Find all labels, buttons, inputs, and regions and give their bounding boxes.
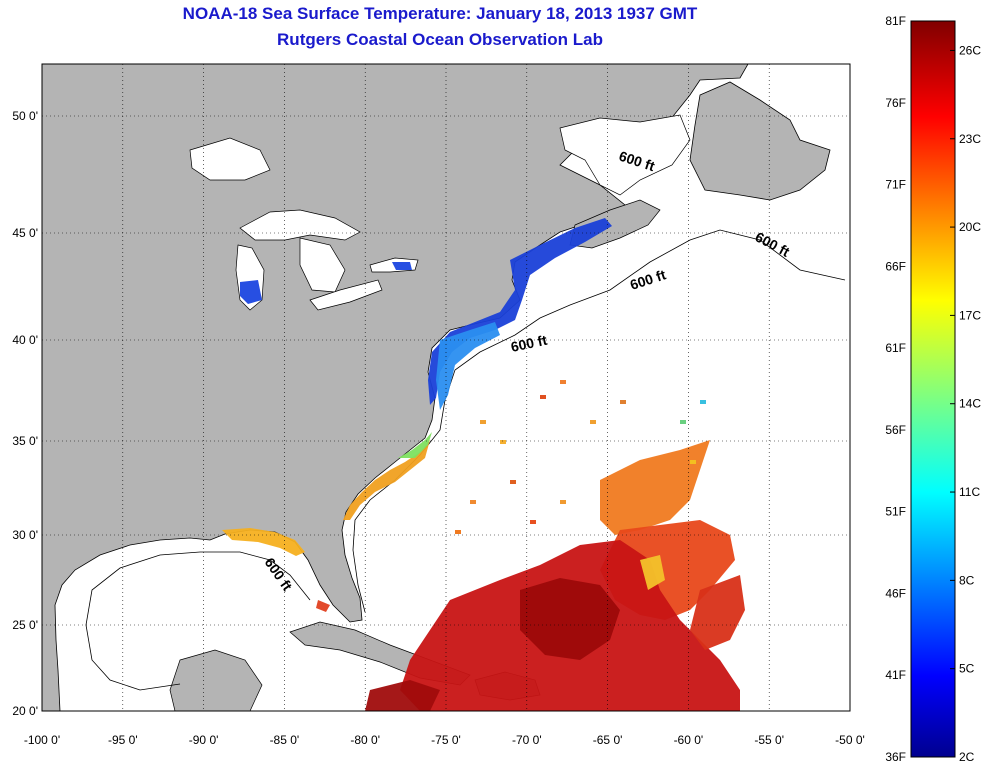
isobath-gulf <box>85 551 311 691</box>
latitude-labels: 50 0' 45 0' 40 0' 35 0' 30 0' 25 0' 20 0' <box>12 109 38 718</box>
lat-tick-label: 50 0' <box>12 109 38 123</box>
sst-speckle <box>620 400 626 404</box>
sst-swath <box>365 680 440 711</box>
lon-tick-label: -65 0' <box>593 733 623 747</box>
colorbar-c-label: 17C <box>959 308 981 322</box>
sst-swath <box>640 555 665 590</box>
sst-speckle <box>455 530 461 534</box>
sst-swath <box>600 440 710 535</box>
sst-speckle <box>590 420 596 424</box>
colorbar-c-label: 14C <box>959 397 981 411</box>
sst-swath <box>520 578 620 660</box>
lon-tick-label: -85 0' <box>270 733 300 747</box>
sst-swath <box>428 218 612 405</box>
colorbar-f-label: 51F <box>885 505 906 519</box>
colorbar-c-label: 5C <box>959 662 975 676</box>
colorbar-c-label: 8C <box>959 573 975 587</box>
sst-swath <box>436 322 500 410</box>
lon-tick-label: -100 0' <box>24 733 60 747</box>
sst-speckle <box>530 520 536 524</box>
lon-tick-label: -90 0' <box>189 733 219 747</box>
lat-tick-label: 35 0' <box>12 434 38 448</box>
colorbar-f-label: 81F <box>885 14 906 28</box>
north-america-land <box>42 64 749 711</box>
sst-swath <box>392 262 412 270</box>
sst-speckle <box>480 420 486 424</box>
lake-superior <box>239 209 361 241</box>
colorbar-celsius-labels: 26C 23C 20C 17C 14C 11C 8C 5C 2C <box>950 43 981 764</box>
colorbar-c-label: 2C <box>959 750 975 764</box>
sst-speckle <box>540 395 546 399</box>
sst-speckle <box>470 500 476 504</box>
sst-data-layer <box>222 218 745 711</box>
lat-tick-label: 30 0' <box>12 528 38 542</box>
sst-speckle <box>690 460 696 464</box>
colorbar <box>910 20 956 758</box>
lat-tick-label: 45 0' <box>12 226 38 240</box>
colorbar-c-label: 11C <box>959 485 980 499</box>
colorbar-f-label: 76F <box>885 96 906 110</box>
lat-tick-label: 40 0' <box>12 333 38 347</box>
colorbar-c-label: 26C <box>959 43 981 57</box>
colorbar-f-label: 66F <box>885 259 906 273</box>
lon-tick-label: -55 0' <box>754 733 784 747</box>
lat-tick-label: 20 0' <box>12 704 38 718</box>
hudson-bay-south <box>189 137 271 181</box>
map-subtitle: Rutgers Coastal Ocean Observation Lab <box>277 30 603 49</box>
sst-swath <box>690 575 745 650</box>
sst-swath <box>240 280 262 304</box>
lon-tick-label: -60 0' <box>674 733 704 747</box>
sst-swath <box>398 432 432 458</box>
map-frame <box>41 63 851 712</box>
lat-tick-label: 25 0' <box>12 618 38 632</box>
sst-speckle <box>680 420 686 424</box>
colorbar-f-label: 56F <box>885 423 906 437</box>
colorbar-f-label: 36F <box>885 750 906 764</box>
colorbar-f-label: 46F <box>885 586 906 600</box>
sst-speckle <box>560 380 566 384</box>
colorbar-c-label: 20C <box>959 220 981 234</box>
lon-tick-label: -70 0' <box>512 733 542 747</box>
map-title: NOAA-18 Sea Surface Temperature: January… <box>182 4 698 23</box>
sst-speckle <box>510 480 516 484</box>
yucatan-land <box>169 649 263 711</box>
sst-swath <box>316 600 330 612</box>
isobath-label-4: 600 ft <box>509 332 548 355</box>
lon-tick-label: -50 0' <box>835 733 865 747</box>
graticule <box>42 64 850 711</box>
colorbar-f-label: 41F <box>885 668 906 682</box>
isobath-east-coast <box>352 229 846 613</box>
longitude-labels: -100 0' -95 0' -90 0' -85 0' -80 0' -75 0' -70… <box>24 733 865 747</box>
sst-speckle <box>500 440 506 444</box>
colorbar-f-label: 71F <box>885 178 906 192</box>
lon-tick-label: -95 0' <box>108 733 138 747</box>
sst-speckle <box>700 400 706 404</box>
colorbar-c-label: 23C <box>959 132 981 146</box>
lon-tick-label: -80 0' <box>350 733 380 747</box>
lon-tick-label: -75 0' <box>431 733 461 747</box>
sst-speckle <box>560 500 566 504</box>
lake-erie <box>309 279 383 311</box>
sst-swath <box>343 440 430 520</box>
newfoundland-land <box>689 81 831 201</box>
colorbar-f-label: 61F <box>885 341 906 355</box>
gulf-st-lawrence <box>559 114 691 196</box>
colorbar-fahrenheit-labels: 81F 76F 71F 66F 61F 56F 51F 46F 41F 36F <box>885 14 906 764</box>
